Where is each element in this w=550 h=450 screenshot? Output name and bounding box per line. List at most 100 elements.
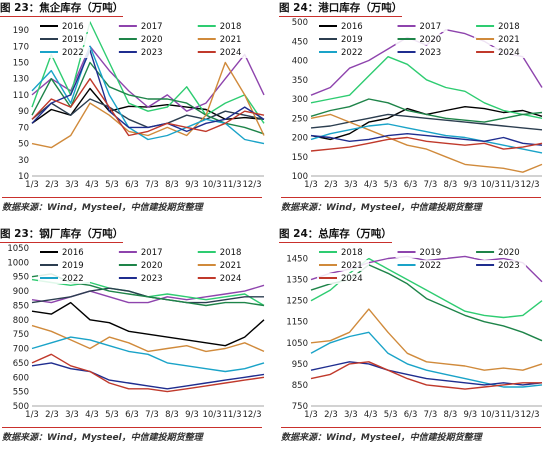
- y-tick-label: 750: [13, 330, 29, 340]
- legend-backdrop: [116, 47, 169, 58]
- legend-label: 2022: [62, 274, 84, 284]
- y-tick-label: 500: [292, 18, 308, 28]
- y-tick-label: 50: [18, 140, 29, 150]
- x-tick-label: 1/3: [304, 410, 318, 420]
- chart-source: 数据来源：Wind，Mysteel，中信建投期货整理: [281, 427, 541, 443]
- y-tick-label: 150: [13, 59, 29, 69]
- x-tick-label: 2/3: [324, 410, 338, 420]
- legend: 2018 2019 2020 2021 2022 2023 2024: [317, 247, 527, 284]
- x-tick-label: 12/3: [242, 410, 261, 420]
- x-tick-label: 2/3: [324, 180, 338, 190]
- y-tick-label: 1150: [286, 318, 308, 328]
- series-line-2018: [310, 56, 543, 119]
- x-tick-label: 4/3: [364, 410, 378, 420]
- y-tick-label: 100: [292, 172, 308, 182]
- y-tick-label: 150: [292, 153, 308, 163]
- x-tick-label: 7/3: [145, 180, 159, 190]
- y-tick-label: 1450: [286, 255, 308, 265]
- legend-backdrop: [474, 247, 527, 258]
- legend-label: 2020: [141, 261, 163, 271]
- x-tick-label: 9/3: [185, 410, 199, 420]
- legend-label: 2022: [62, 48, 84, 58]
- chart-title: 图 23：焦企库存（万吨）: [0, 0, 124, 17]
- chart-source: 数据来源：Wind，Mysteel，中信建投期货整理: [2, 427, 262, 443]
- x-tick-label: 8/3: [165, 410, 179, 420]
- legend-backdrop: [116, 273, 169, 284]
- x-tick-label: 10/3: [202, 410, 221, 420]
- x-tick-label: 7/3: [145, 410, 159, 420]
- x-tick-label: 10/3: [202, 180, 221, 190]
- legend: 2016 2017 2018 2019 2020 2021 2022 2023 2024: [38, 21, 248, 58]
- legend-label: 2021: [220, 35, 242, 45]
- legend-label: 2019: [420, 248, 442, 258]
- series-line-2021: [310, 113, 543, 173]
- chart-plot: 750 850 950 1050 1150 1250 1350 1450 1/3 2/3 3/3 4/…: [286, 247, 543, 420]
- series-line-2021: [31, 61, 265, 149]
- series-line-2016: [31, 301, 265, 347]
- x-tick-label: 4/3: [85, 180, 99, 190]
- y-tick-label: 400: [292, 57, 308, 67]
- legend-backdrop: [195, 34, 248, 45]
- x-tick-label: 12/3: [521, 410, 540, 420]
- legend-label: 2020: [498, 248, 520, 258]
- y-tick-label: 750: [292, 402, 308, 412]
- legend-label: 2018: [220, 22, 242, 32]
- series-line-2019: [310, 113, 543, 131]
- series-line-2022: [310, 331, 543, 388]
- y-tick-label: 170: [13, 42, 29, 52]
- y-tick-label: 950: [292, 360, 308, 370]
- chart-plot: 10 30 50 70 90 110 130 150 170 190 1/3 2/3 3/3 4/3 5/3…: [13, 21, 265, 190]
- y-tick-label: 1250: [286, 297, 308, 307]
- chart-plot: 500 550 600 650 700 750 800 850 900 950 1000 1050 1/…: [7, 244, 265, 420]
- y-tick-label: 650: [13, 359, 29, 369]
- x-tick-label: 3/3: [65, 180, 79, 190]
- legend-backdrop: [395, 247, 448, 258]
- y-tick-label: 1050: [7, 244, 29, 254]
- legend-label: 2018: [498, 22, 520, 32]
- x-tick-label: 11/3: [222, 410, 241, 420]
- legend-label: 2018: [341, 248, 363, 258]
- legend-label: 2024: [341, 274, 363, 284]
- x-tick-label: 2/3: [45, 180, 59, 190]
- legend-backdrop: [195, 273, 248, 284]
- y-tick-label: 850: [13, 301, 29, 311]
- legend-label: 2019: [62, 35, 84, 45]
- legend-label: 2024: [498, 48, 520, 58]
- legend-backdrop: [38, 273, 90, 284]
- y-tick-label: 110: [13, 91, 29, 101]
- series-line-2022: [31, 45, 265, 145]
- legend-backdrop: [474, 260, 527, 271]
- x-tick-label: 6/3: [404, 180, 418, 190]
- legend-label: 2021: [498, 35, 520, 45]
- legend-label: 2022: [420, 261, 442, 271]
- x-tick-label: 4/3: [85, 410, 99, 420]
- legend-backdrop: [38, 247, 90, 258]
- x-tick-label: 6/3: [125, 410, 139, 420]
- x-tick-label: 6/3: [125, 180, 139, 190]
- y-tick-label: 900: [13, 287, 29, 297]
- series-line-2017: [31, 284, 265, 304]
- series-line-2022: [31, 336, 265, 373]
- legend-label: 2024: [220, 48, 242, 58]
- panel-port-inventory: 图 24：港口库存（万吨） 100 150 200 250 300 350 400 450 50…: [279, 0, 550, 222]
- legend-backdrop: [317, 47, 369, 58]
- legend-label: 2016: [341, 22, 363, 32]
- x-tick-label: 3/3: [344, 410, 358, 420]
- y-tick-label: 90: [18, 107, 29, 117]
- legend: 2016 2017 2018 2019 2020 2021 2022 2023 2024: [317, 21, 527, 58]
- y-tick-label: 200: [292, 134, 308, 144]
- legend-backdrop: [317, 34, 369, 45]
- legend-backdrop: [195, 21, 248, 32]
- y-tick-label: 10: [18, 172, 29, 182]
- legend-label: 2023: [141, 48, 163, 58]
- series-line-2023: [310, 361, 543, 386]
- series-line-2024: [310, 136, 543, 152]
- x-tick-label: 1/3: [25, 410, 39, 420]
- x-tick-label: 9/3: [463, 180, 477, 190]
- y-tick-label: 350: [292, 76, 308, 86]
- legend-backdrop: [38, 21, 90, 32]
- legend-backdrop: [116, 247, 169, 258]
- x-tick-label: 5/3: [105, 180, 119, 190]
- legend-backdrop: [195, 260, 248, 271]
- x-tick-label: 7/3: [424, 180, 438, 190]
